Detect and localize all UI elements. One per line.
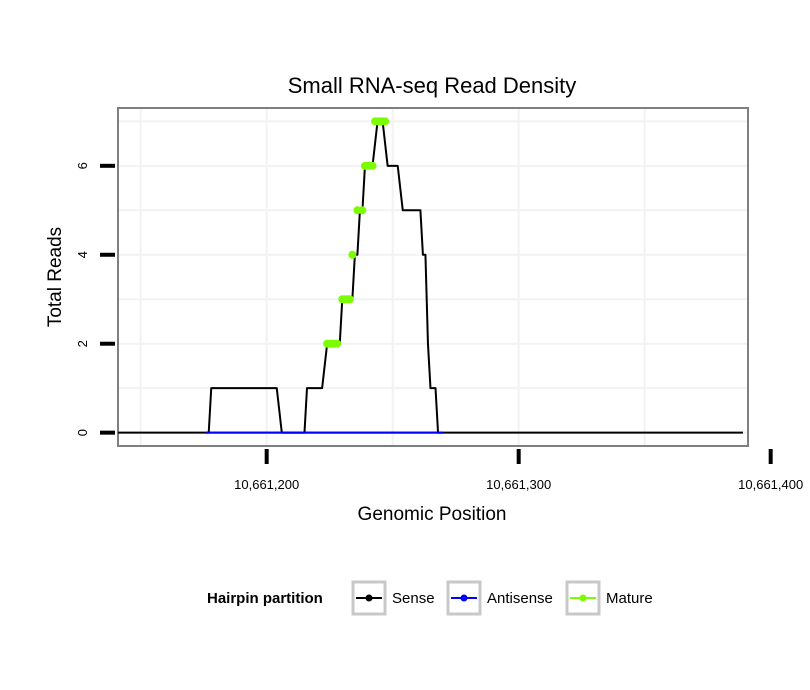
y-tick-label: 2	[75, 340, 90, 347]
legend: Hairpin partition Sense Antisense Mature	[207, 580, 653, 616]
x-tick-label: 10,661,400	[738, 477, 803, 492]
y-tick-label: 4	[75, 251, 90, 258]
legend-point-antisense	[460, 594, 468, 602]
legend-item-sense: Sense	[351, 580, 435, 616]
chart-title: Small RNA-seq Read Density	[288, 73, 577, 98]
mature-point	[348, 250, 357, 259]
y-axis-title: Total Reads	[45, 227, 66, 327]
x-tick-label: 10,661,200	[234, 477, 299, 492]
y-tick-label: 0	[75, 429, 90, 436]
legend-item-mature: Mature	[565, 580, 653, 616]
legend-label-sense: Sense	[392, 590, 435, 607]
legend-item-antisense: Antisense	[446, 580, 553, 616]
grid-lines	[118, 108, 748, 446]
legend-point-sense	[365, 594, 373, 602]
series-line-sense	[118, 120, 743, 434]
data-series	[118, 117, 743, 434]
plot-border	[117, 107, 749, 447]
axis-ticks: 10,661,200 10,661,300 10,661,400 0 2 4 6	[75, 162, 803, 492]
x-axis-title: Genomic Position	[358, 504, 507, 525]
legend-title: Hairpin partition	[207, 590, 323, 607]
y-tick-label: 6	[75, 162, 90, 169]
x-tick-label: 10,661,300	[486, 477, 551, 492]
legend-label-mature: Mature	[606, 590, 653, 607]
legend-point-mature	[579, 594, 587, 602]
legend-label-antisense: Antisense	[487, 590, 553, 607]
